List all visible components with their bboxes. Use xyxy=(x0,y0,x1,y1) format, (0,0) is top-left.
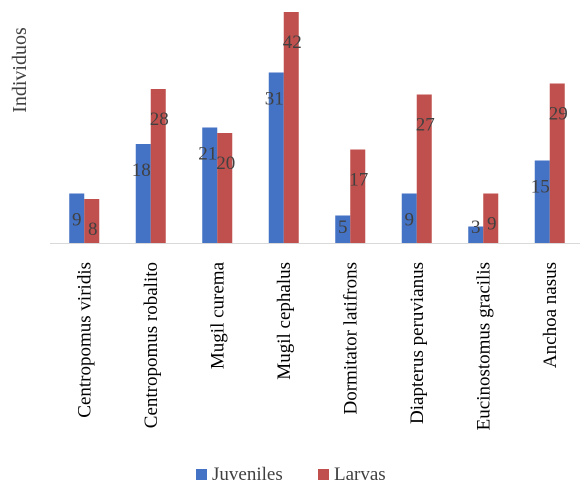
data-label-larvas-7: 9 xyxy=(487,214,497,235)
data-label-juveniles-5: 5 xyxy=(338,217,348,238)
legend-label-juveniles: Juveniles xyxy=(212,464,283,485)
bar-larvas-6 xyxy=(416,94,432,243)
data-label-larvas-1: 8 xyxy=(88,219,98,240)
bar-larvas-7 xyxy=(483,193,499,243)
data-label-larvas-6: 27 xyxy=(416,115,435,136)
bar-juveniles-3 xyxy=(202,127,218,243)
data-label-juveniles-3: 21 xyxy=(198,144,217,165)
x-tick-label-5: Dormitator latifrons xyxy=(340,262,361,415)
data-label-larvas-5: 17 xyxy=(349,170,368,191)
legend-swatch-larvas xyxy=(318,469,329,480)
data-label-juveniles-7: 3 xyxy=(471,217,481,238)
bar-juveniles-6 xyxy=(401,193,417,243)
bar-larvas-3 xyxy=(217,133,233,243)
data-label-juveniles-4: 31 xyxy=(265,89,284,110)
bar-larvas-8 xyxy=(549,83,565,243)
bar-juveniles-5 xyxy=(335,215,351,243)
data-label-larvas-3: 20 xyxy=(216,153,235,174)
x-tick-label-3: Mugil curema xyxy=(207,261,228,369)
bar-juveniles-7 xyxy=(468,226,484,243)
data-label-juveniles-1: 9 xyxy=(72,210,82,231)
y-axis-label: Individuos xyxy=(9,27,31,113)
x-tick-label-4: Mugil cephalus xyxy=(274,262,295,380)
data-label-juveniles-6: 9 xyxy=(405,210,415,231)
bar-juveniles-2 xyxy=(135,144,151,243)
x-tick-label-7: Eucinostomus gracilis xyxy=(473,262,494,430)
data-label-larvas-4: 42 xyxy=(283,32,302,53)
data-label-juveniles-8: 15 xyxy=(531,177,550,198)
bar-juveniles-1 xyxy=(69,193,85,243)
bar-larvas-1 xyxy=(84,199,100,243)
x-tick-label-1: Centropomus viridis xyxy=(74,262,95,418)
data-label-larvas-8: 29 xyxy=(549,104,568,125)
bar-juveniles-8 xyxy=(534,160,550,243)
data-label-juveniles-2: 18 xyxy=(132,160,151,181)
data-label-larvas-2: 28 xyxy=(150,109,169,130)
bar-juveniles-4 xyxy=(268,72,284,243)
bar-larvas-4 xyxy=(283,12,299,243)
x-tick-label-8: Anchoa nasus xyxy=(540,262,561,368)
x-tick-labels-group: Centropomus viridis Centropomus robalito M… xyxy=(74,261,561,430)
bar-larvas-2 xyxy=(150,89,166,243)
bars-group xyxy=(69,12,565,243)
x-tick-label-2: Centropomus robalito xyxy=(141,262,162,428)
legend: Juveniles Larvas xyxy=(196,464,386,485)
legend-swatch-juveniles xyxy=(196,469,207,480)
x-tick-label-6: Diapterus peruvianus xyxy=(407,262,428,424)
bar-larvas-5 xyxy=(350,149,366,243)
legend-label-larvas: Larvas xyxy=(334,464,386,485)
